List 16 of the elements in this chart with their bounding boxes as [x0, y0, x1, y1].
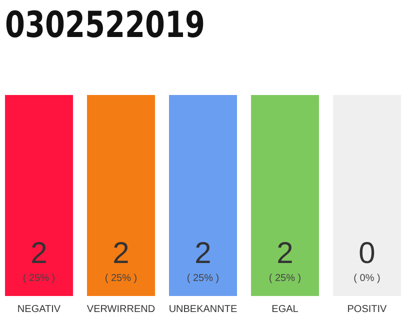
data-label: 0 — [358, 237, 376, 270]
text: ( 25% ) — [186, 273, 220, 284]
text: 0302522019 — [5, 5, 256, 46]
data-label: 2 — [276, 237, 294, 270]
category-label: UNBEKANNTE — [168, 304, 238, 315]
category-label: NEGATIV — [17, 304, 61, 315]
category-label: VERWIRREND — [86, 304, 156, 315]
data-label: 2 — [194, 237, 212, 270]
text: ( 0% ) — [354, 273, 380, 284]
data-label: 2 — [112, 237, 130, 270]
text: ( 25% ) — [104, 273, 138, 284]
data-label: 2 — [30, 237, 48, 270]
text: ( 25% ) — [22, 273, 56, 284]
category-label: POSITIV — [347, 304, 388, 315]
text: ( 25% ) — [268, 273, 302, 284]
category-label: EGAL — [272, 304, 299, 315]
